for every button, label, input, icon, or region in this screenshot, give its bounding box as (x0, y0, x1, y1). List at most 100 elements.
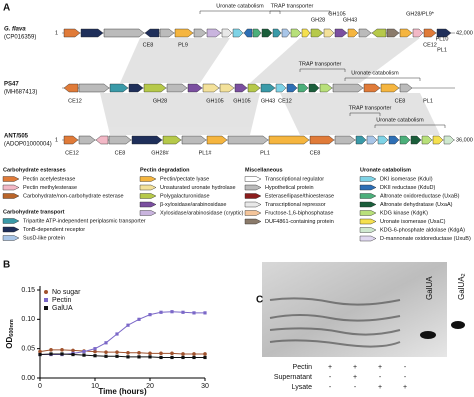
sign: - (354, 384, 357, 391)
data-point (192, 355, 196, 360)
gene-arrow (139, 193, 157, 199)
legend-marker (44, 298, 48, 302)
data-point (148, 313, 152, 317)
gene-arrow (244, 210, 262, 216)
gene-arrow (423, 28, 437, 38)
sign: + (328, 364, 332, 371)
legend-marker (44, 290, 48, 294)
gene-label: GH28/PL9* (406, 11, 435, 17)
data-point (60, 348, 64, 352)
gene-arrow (309, 135, 335, 145)
cluster-bracket (269, 10, 331, 14)
gene-arrow (399, 135, 411, 145)
gel-spot (451, 321, 465, 329)
lane-label: GalUA2 (457, 273, 467, 300)
gene-label: PL1 (260, 150, 270, 156)
gene-arrow (421, 135, 433, 145)
gene-label: PL9 (178, 42, 188, 48)
gene-arrow (63, 83, 79, 93)
legend-item: β-xylosidase/arabinosidase (160, 202, 226, 208)
gene-arrow (268, 135, 310, 145)
gene-label: CE8 (310, 150, 321, 156)
gene-arrow (334, 135, 356, 145)
row-label: Pectin (293, 364, 313, 371)
panel-label: B (3, 260, 10, 271)
gene-label: GH28 (153, 98, 167, 104)
gene-arrow (2, 176, 20, 182)
gene-arrow (358, 28, 372, 38)
gene-arrow (78, 135, 96, 145)
sign: - (329, 384, 332, 391)
row-label: Supernatant (274, 374, 312, 381)
data-point (71, 348, 75, 353)
gene-arrow (166, 83, 188, 93)
gene-arrow (308, 83, 320, 93)
data-point (38, 352, 42, 357)
data-point (49, 348, 53, 352)
legend-item: DUF4861-containing protein (265, 219, 334, 225)
panel-label: A (3, 3, 10, 14)
gene-label: PL1 (423, 98, 433, 104)
gene-label: GH28# (151, 150, 169, 156)
gene-arrow (139, 184, 157, 191)
data-point (170, 310, 174, 314)
data-point (104, 350, 108, 354)
gene-arrow (139, 176, 157, 182)
x-tick-label: 0 (38, 383, 42, 390)
gene-arrow (2, 184, 20, 191)
legend-item: DKII reductase (KduD) (380, 185, 435, 191)
genome-name: G. flava (4, 27, 26, 33)
synteny-ribbons (100, 38, 440, 135)
data-point (181, 355, 185, 360)
panel-label: C (256, 295, 263, 306)
data-point (126, 323, 130, 327)
y-tick-label: 0.05 (21, 346, 35, 353)
gene-label: CE8 (395, 98, 406, 104)
data-point (82, 353, 86, 357)
gene-arrow (359, 184, 377, 191)
cluster-label: Uronate catabolism (351, 70, 399, 76)
y-axis-label: OD600nm (5, 319, 15, 349)
row-label: Lysate (292, 384, 312, 391)
legend-title: Carbohydrate transport (3, 209, 65, 215)
sign: + (353, 364, 357, 371)
gene-arrow (281, 28, 291, 38)
gene-arrow (108, 135, 132, 145)
gene-arrow (234, 83, 248, 93)
coordinate: 42,000 (456, 30, 473, 36)
gene-arrow (412, 28, 424, 38)
gene-arrow (139, 201, 157, 208)
genome-accession: (MH687413) (4, 90, 37, 96)
data-point (115, 350, 119, 354)
gene-arrow (227, 135, 269, 145)
legend-item: Carbohydrate/non-carbohydrate esterase (23, 193, 124, 199)
gene-arrow (109, 83, 129, 93)
cluster-bracket (344, 77, 421, 81)
data-point (159, 310, 163, 314)
gene-arrow (252, 28, 262, 38)
gel-bands (269, 297, 401, 348)
gene-arrow (2, 235, 20, 241)
series-line (39, 353, 205, 358)
gene-label: GH105 (206, 98, 223, 104)
legend-item: D-mannonate oxidoreductase (UxuB) (380, 236, 471, 242)
legend-item: Xylosidase/arabinosidase (cryptic) (160, 210, 244, 216)
legend-label: No sugar (52, 289, 81, 296)
gene-arrow (359, 218, 377, 225)
data-point (170, 355, 174, 360)
gene-label: PL1# (199, 150, 213, 156)
gene-arrow (243, 28, 253, 38)
gene-arrow (380, 83, 400, 93)
legend-item: KDG-6-phosphate aldolase (KdgA) (380, 227, 465, 233)
legend-title: Uronate catabolism (360, 167, 411, 173)
gene-label: CE12 (65, 150, 79, 156)
cluster-bracket (374, 124, 446, 128)
gene-arrow (363, 83, 381, 93)
gene-arrow (310, 28, 324, 38)
data-point (159, 355, 163, 360)
lane-label-sub: 2 (461, 273, 467, 276)
data-point (159, 351, 163, 356)
